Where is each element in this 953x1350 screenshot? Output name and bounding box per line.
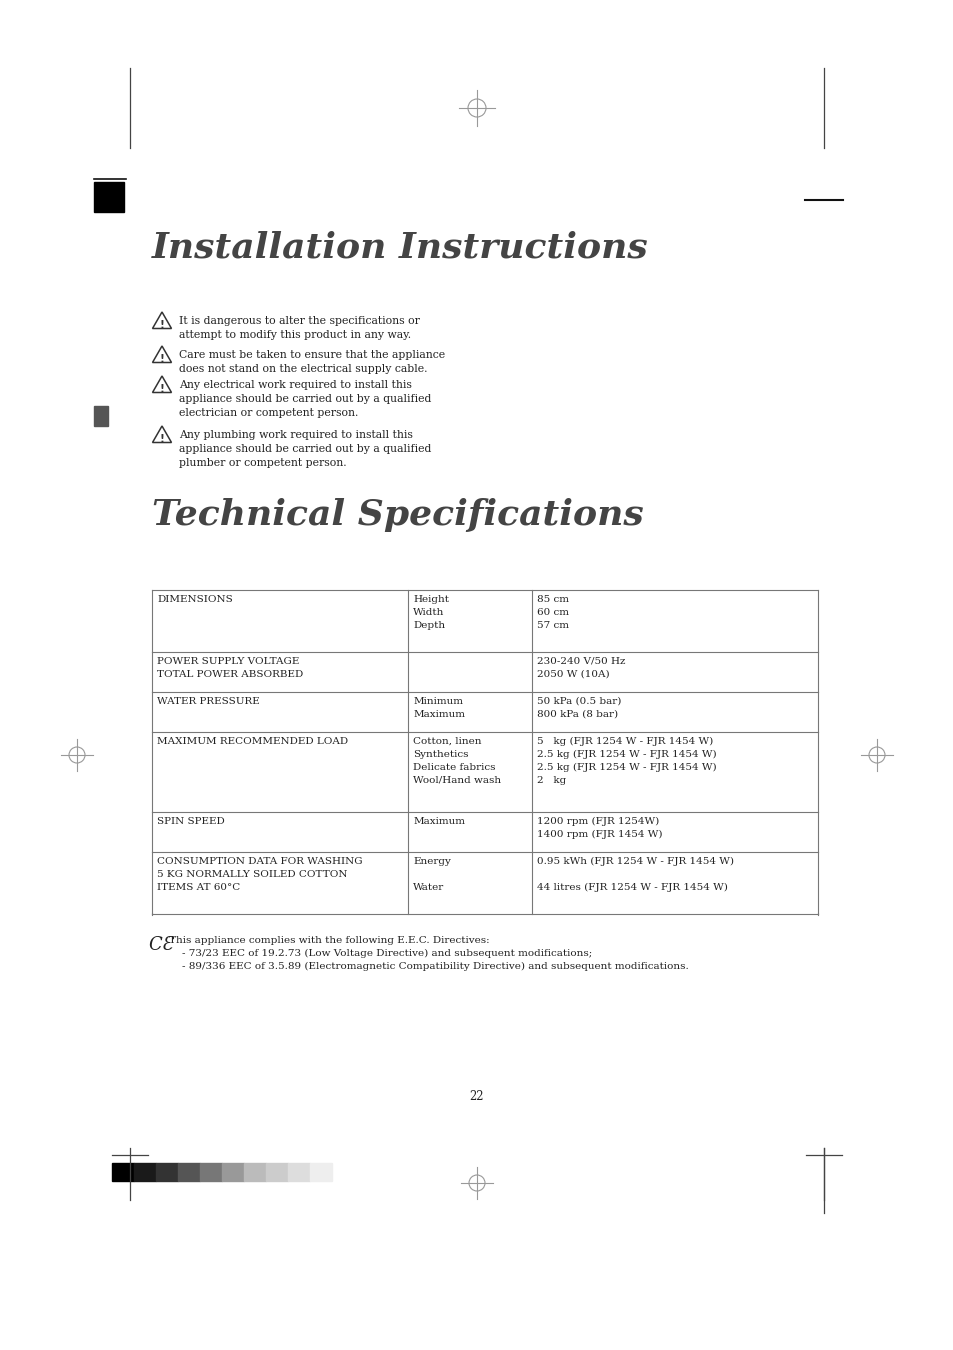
Text: Care must be taken to ensure that the appliance
does not stand on the electrical: Care must be taken to ensure that the ap… <box>179 350 445 374</box>
Text: 1200 rpm (FJR 1254W)
1400 rpm (FJR 1454 W): 1200 rpm (FJR 1254W) 1400 rpm (FJR 1454 … <box>536 817 661 840</box>
Text: This appliance complies with the following E.E.C. Directives:: This appliance complies with the followi… <box>169 936 489 945</box>
Text: Any plumbing work required to install this
appliance should be carried out by a : Any plumbing work required to install th… <box>179 431 431 468</box>
Text: Technical Specifications: Technical Specifications <box>152 498 643 532</box>
Bar <box>156 1162 178 1181</box>
Text: SPIN SPEED: SPIN SPEED <box>157 817 225 826</box>
Text: !: ! <box>159 383 164 393</box>
Text: !: ! <box>159 320 164 329</box>
Text: DIMENSIONS: DIMENSIONS <box>157 595 233 603</box>
Text: It is dangerous to alter the specifications or
attempt to modify this product in: It is dangerous to alter the specificati… <box>179 316 419 340</box>
Bar <box>244 1162 266 1181</box>
Text: Any electrical work required to install this
appliance should be carried out by : Any electrical work required to install … <box>179 379 431 418</box>
Bar <box>310 1162 332 1181</box>
Text: !: ! <box>159 433 164 444</box>
Text: Minimum
Maximum: Minimum Maximum <box>413 697 465 718</box>
Bar <box>266 1162 288 1181</box>
Text: - 73/23 EEC of 19.2.73 (Low Voltage Directive) and subsequent modifications;: - 73/23 EEC of 19.2.73 (Low Voltage Dire… <box>169 949 592 958</box>
Text: Installation Instructions: Installation Instructions <box>152 231 648 265</box>
Text: 22: 22 <box>469 1089 484 1103</box>
Bar <box>222 1162 244 1181</box>
Text: CONSUMPTION DATA FOR WASHING
5 KG NORMALLY SOILED COTTON
ITEMS AT 60°C: CONSUMPTION DATA FOR WASHING 5 KG NORMAL… <box>157 857 362 892</box>
Text: 5   kg (FJR 1254 W - FJR 1454 W)
2.5 kg (FJR 1254 W - FJR 1454 W)
2.5 kg (FJR 12: 5 kg (FJR 1254 W - FJR 1454 W) 2.5 kg (F… <box>536 737 716 786</box>
Bar <box>178 1162 200 1181</box>
Text: 0.95 kWh (FJR 1254 W - FJR 1454 W)

44 litres (FJR 1254 W - FJR 1454 W): 0.95 kWh (FJR 1254 W - FJR 1454 W) 44 li… <box>536 857 733 892</box>
Text: 230-240 V/50 Hz
2050 W (10A): 230-240 V/50 Hz 2050 W (10A) <box>536 657 624 679</box>
Bar <box>288 1162 310 1181</box>
Bar <box>94 406 108 427</box>
Text: MAXIMUM RECOMMENDED LOAD: MAXIMUM RECOMMENDED LOAD <box>157 737 348 747</box>
Text: Height
Width
Depth: Height Width Depth <box>413 595 449 629</box>
Text: POWER SUPPLY VOLTAGE
TOTAL POWER ABSORBED: POWER SUPPLY VOLTAGE TOTAL POWER ABSORBE… <box>157 657 303 679</box>
Text: !: ! <box>159 354 164 363</box>
Bar <box>133 1162 156 1181</box>
Text: Cotton, linen
Synthetics
Delicate fabrics
Wool/Hand wash: Cotton, linen Synthetics Delicate fabric… <box>413 737 501 784</box>
Bar <box>112 1162 133 1181</box>
Text: Energy

Water: Energy Water <box>413 857 451 892</box>
Text: 85 cm
60 cm
57 cm: 85 cm 60 cm 57 cm <box>536 595 568 629</box>
Bar <box>200 1162 222 1181</box>
Bar <box>94 182 124 212</box>
Text: - 89/336 EEC of 3.5.89 (Electromagnetic Compatibility Directive) and subsequent : - 89/336 EEC of 3.5.89 (Electromagnetic … <box>169 963 688 971</box>
Text: WATER PRESSURE: WATER PRESSURE <box>157 697 259 706</box>
Text: Maximum: Maximum <box>413 817 465 826</box>
Text: CƐ: CƐ <box>148 936 172 954</box>
Text: 50 kPa (0.5 bar)
800 kPa (8 bar): 50 kPa (0.5 bar) 800 kPa (8 bar) <box>536 697 620 718</box>
